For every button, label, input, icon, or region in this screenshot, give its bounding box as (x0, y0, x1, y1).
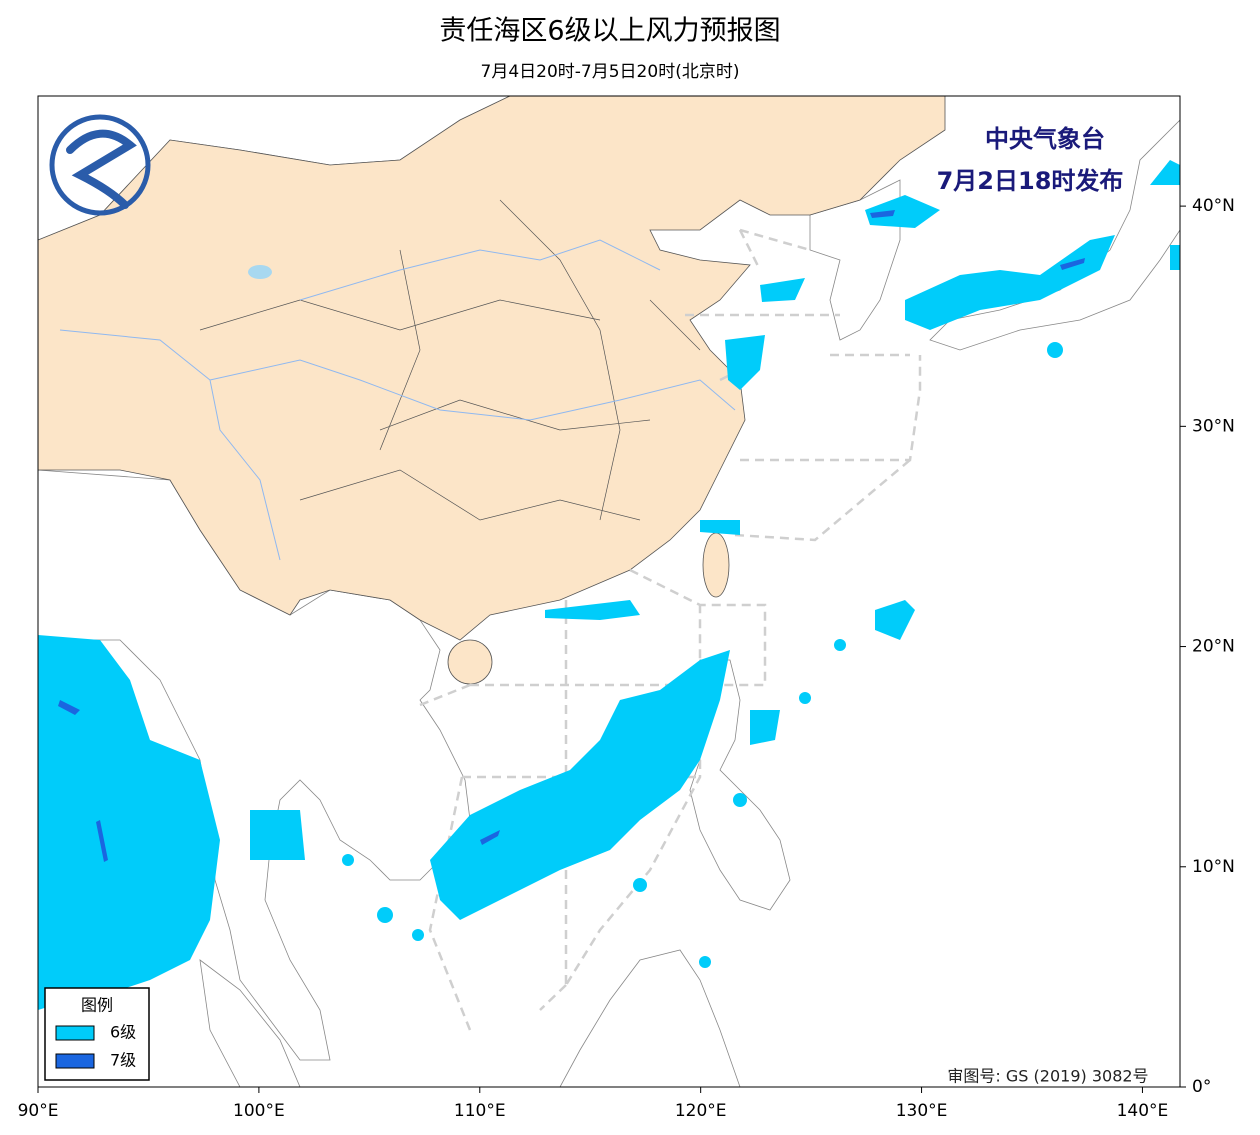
x-tick-label: 130°E (896, 1101, 948, 1121)
land-philippines (689, 659, 791, 911)
x-tick-label: 120°E (675, 1101, 727, 1121)
legend-title: 图例 (81, 996, 113, 1015)
x-tick-label: 110°E (454, 1101, 506, 1121)
map-title: 责任海区6级以上风力预报图 (439, 16, 780, 47)
y-tick-label: 40°N (1192, 196, 1235, 216)
x-tick-label: 90°E (18, 1101, 59, 1121)
y-tick-label: 0° (1192, 1077, 1211, 1097)
land-taiwan (702, 532, 730, 598)
land-japan (929, 119, 1180, 351)
x-tick-label: 100°E (233, 1101, 285, 1121)
legend-label: 6级 (110, 1023, 136, 1042)
legend-swatch (55, 1025, 95, 1041)
province-borders (199, 199, 701, 521)
wind-areas (38, 160, 1180, 1010)
logo (49, 114, 151, 216)
x-tick-label: 140°E (1117, 1101, 1169, 1121)
sea-zone-lines (419, 228, 922, 1031)
y-tick-label: 30°N (1192, 416, 1235, 436)
land-china (38, 96, 946, 641)
legend-swatch (55, 1053, 95, 1069)
legend-label: 7级 (110, 1051, 136, 1070)
axes: 90°E 100°E 110°E 120°E 130°E 140°E 0° 10°N 20°N 3… (18, 196, 1235, 1121)
y-tick-label: 20°N (1192, 637, 1235, 657)
issue-time: 7月2日18时发布 (937, 167, 1124, 195)
land-sumatra (199, 959, 301, 1087)
land-hainan (447, 639, 493, 685)
rivers (59, 239, 736, 561)
map-area (37, 95, 1181, 1088)
legend: 图例 6级 7级 (44, 987, 150, 1081)
approval-number: 审图号: GS (2019) 3082号 (947, 1067, 1148, 1086)
land-borneo (559, 949, 741, 1087)
lake (248, 265, 272, 279)
map-frame (37, 95, 1181, 1088)
map-subtitle: 7月4日20时-7月5日20时(北京时) (481, 62, 740, 82)
issuer: 中央气象台 (985, 125, 1105, 153)
y-tick-label: 10°N (1192, 857, 1235, 877)
